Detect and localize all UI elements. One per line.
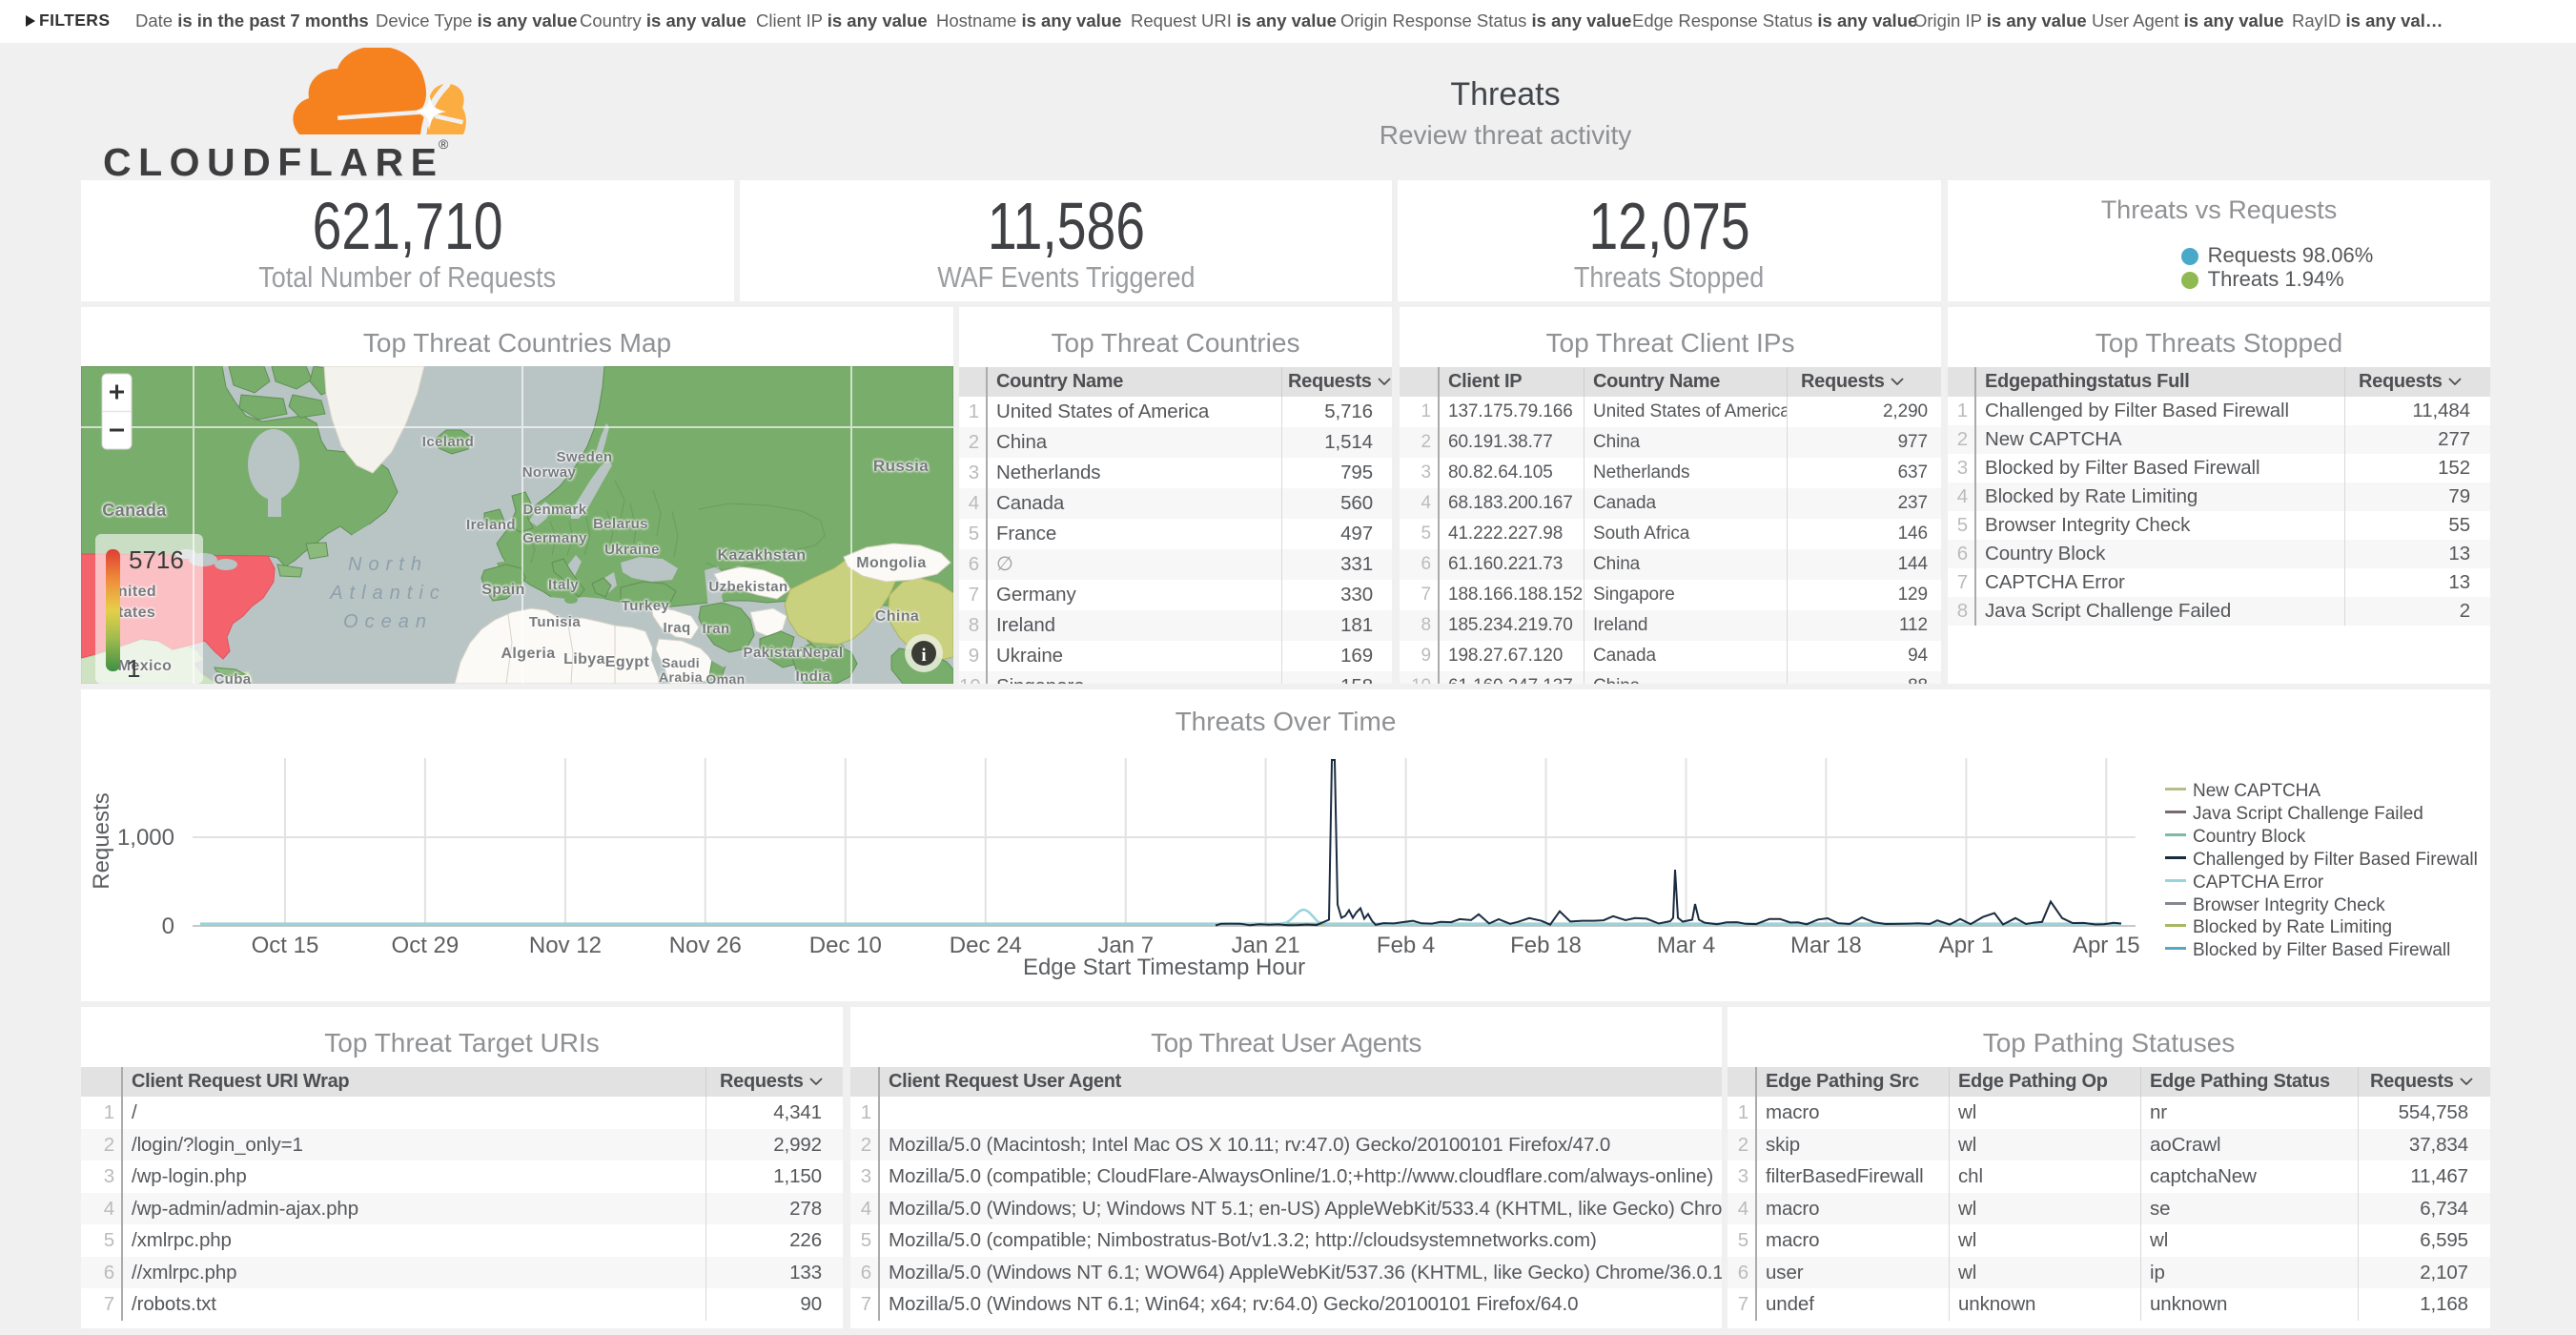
svg-text:Pakistan: Pakistan xyxy=(744,645,806,661)
svg-text:Ukraine: Ukraine xyxy=(604,542,660,558)
svg-text:Iceland: Iceland xyxy=(422,434,475,450)
svg-text:Jan 21: Jan 21 xyxy=(1232,933,1300,958)
svg-text:1,000: 1,000 xyxy=(117,825,174,851)
svg-text:Algeria: Algeria xyxy=(501,646,555,662)
svg-text:Apr 1: Apr 1 xyxy=(1939,933,1993,958)
svg-text:®: ® xyxy=(439,136,449,152)
svg-text:Feb 18: Feb 18 xyxy=(1510,933,1582,958)
svg-text:Russia: Russia xyxy=(873,457,929,475)
svg-text:0: 0 xyxy=(162,914,174,939)
svg-text:Edge Start Timestamp Hour: Edge Start Timestamp Hour xyxy=(1023,955,1305,980)
svg-text:Mar 18: Mar 18 xyxy=(1790,933,1862,958)
svg-text:Spain: Spain xyxy=(481,582,525,598)
svg-text:Ocean: Ocean xyxy=(343,611,433,632)
svg-text:Turkey: Turkey xyxy=(622,598,670,614)
svg-text:Saudi: Saudi xyxy=(662,655,700,670)
svg-text:Mongolia: Mongolia xyxy=(856,555,926,571)
svg-text:China: China xyxy=(875,608,919,625)
svg-text:Mexico: Mexico xyxy=(118,658,173,674)
svg-text:Dec 24: Dec 24 xyxy=(950,933,1022,958)
svg-text:Norway: Norway xyxy=(522,464,577,481)
svg-text:Apr 15: Apr 15 xyxy=(2073,933,2140,958)
svg-text:Mar 4: Mar 4 xyxy=(1657,933,1715,958)
svg-text:CLOUDFLARE: CLOUDFLARE xyxy=(103,140,443,181)
svg-text:Oct 15: Oct 15 xyxy=(252,933,319,958)
svg-text:Germany: Germany xyxy=(522,530,587,546)
svg-text:5716: 5716 xyxy=(129,545,184,574)
svg-text:Iraq: Iraq xyxy=(663,620,690,636)
svg-text:Nov 26: Nov 26 xyxy=(669,933,742,958)
svg-text:Nov 12: Nov 12 xyxy=(529,933,602,958)
svg-text:Requests: Requests xyxy=(89,792,114,889)
svg-text:Iran: Iran xyxy=(702,621,729,637)
svg-text:Denmark: Denmark xyxy=(523,502,587,518)
svg-text:i: i xyxy=(921,646,926,666)
svg-text:Libya: Libya xyxy=(563,651,605,668)
svg-text:Feb 4: Feb 4 xyxy=(1377,933,1435,958)
svg-text:Belarus: Belarus xyxy=(593,516,648,532)
svg-text:Ireland: Ireland xyxy=(466,517,516,533)
svg-text:Arabia: Arabia xyxy=(659,669,703,684)
svg-text:1: 1 xyxy=(127,654,140,683)
svg-text:Uzbekistan: Uzbekistan xyxy=(708,579,787,595)
svg-text:Nepal: Nepal xyxy=(803,645,844,661)
svg-text:North: North xyxy=(348,554,428,575)
svg-text:India: India xyxy=(795,668,830,684)
svg-text:Italy: Italy xyxy=(548,577,579,593)
svg-text:Kazakhstan: Kazakhstan xyxy=(718,547,807,564)
svg-text:Oct 29: Oct 29 xyxy=(392,933,460,958)
svg-text:Canada: Canada xyxy=(102,501,167,520)
svg-text:Sweden: Sweden xyxy=(556,449,612,465)
svg-text:Cuba: Cuba xyxy=(214,671,251,684)
svg-text:Jan 7: Jan 7 xyxy=(1097,933,1154,958)
svg-text:Dec 10: Dec 10 xyxy=(809,933,882,958)
svg-text:Tunisia: Tunisia xyxy=(529,614,581,630)
svg-text:Atlantic: Atlantic xyxy=(329,583,446,604)
svg-text:Egypt: Egypt xyxy=(605,654,650,670)
svg-text:Oman: Oman xyxy=(705,671,745,684)
